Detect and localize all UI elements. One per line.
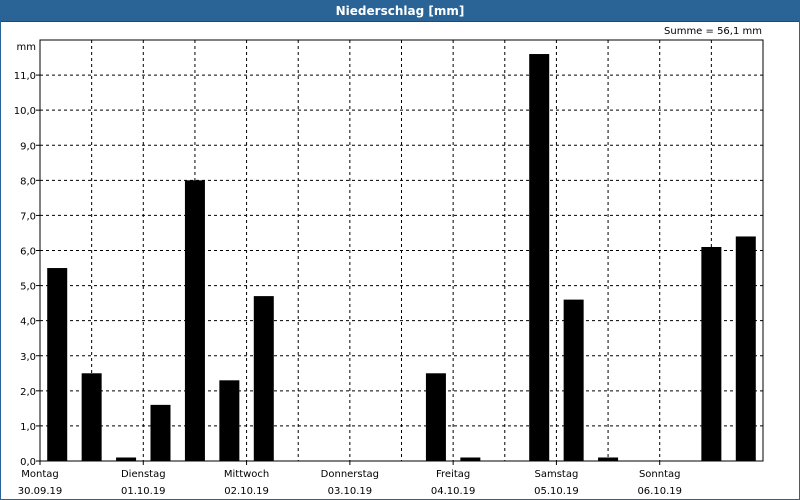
y-tick-label: 8,0 bbox=[20, 176, 36, 187]
x-day-label: Samstag bbox=[535, 469, 579, 480]
bar bbox=[425, 373, 446, 461]
bar bbox=[701, 246, 722, 461]
x-day-label: Sonntag bbox=[639, 469, 681, 480]
x-date-label: 01.10.19 bbox=[121, 486, 166, 497]
x-day-label: Freitag bbox=[436, 469, 470, 480]
bar bbox=[184, 180, 205, 462]
bar bbox=[150, 404, 171, 461]
y-tick-label: 3,0 bbox=[20, 352, 36, 363]
x-date-label: 02.10.19 bbox=[224, 486, 269, 497]
y-tick-label: 4,0 bbox=[20, 317, 36, 328]
y-tick-label: 0,0 bbox=[20, 457, 36, 468]
y-tick-label: 7,0 bbox=[20, 211, 36, 222]
y-tick-label: 9,0 bbox=[20, 141, 36, 152]
x-day-label: Mittwoch bbox=[224, 469, 269, 480]
y-tick-label: 11,0 bbox=[14, 71, 36, 82]
bar bbox=[529, 54, 550, 462]
x-date-label: 03.10.19 bbox=[328, 486, 373, 497]
bar bbox=[116, 457, 137, 461]
bar bbox=[47, 268, 68, 461]
bar bbox=[219, 380, 240, 461]
x-day-label: Dienstag bbox=[121, 469, 166, 480]
x-day-label: Montag bbox=[21, 469, 58, 480]
bar bbox=[460, 457, 481, 461]
sum-label: Summe = 56,1 mm bbox=[664, 26, 762, 37]
x-date-label: 05.10.19 bbox=[534, 486, 579, 497]
x-date-label: 04.10.19 bbox=[431, 486, 476, 497]
x-day-label: Donnerstag bbox=[321, 469, 379, 480]
y-tick-label: 5,0 bbox=[20, 282, 36, 293]
bar bbox=[81, 373, 102, 461]
bar bbox=[253, 296, 274, 461]
plot-border bbox=[39, 39, 764, 462]
y-tick-label: 6,0 bbox=[20, 247, 36, 258]
bar bbox=[598, 457, 619, 461]
bar bbox=[735, 236, 756, 461]
x-date-label: 30.09.19 bbox=[18, 486, 63, 497]
y-tick-label: 10,0 bbox=[14, 106, 36, 117]
y-tick-label: 2,0 bbox=[20, 387, 36, 398]
bar bbox=[563, 299, 584, 461]
y-tick-label: 1,0 bbox=[20, 422, 36, 433]
y-axis-label: mm bbox=[17, 42, 36, 53]
x-date-label: 06.10.19 bbox=[637, 486, 682, 497]
chart-title: Niederschlag [mm] bbox=[0, 0, 800, 22]
